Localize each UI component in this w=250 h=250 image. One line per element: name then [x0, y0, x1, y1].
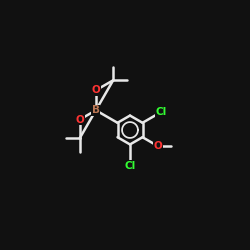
- Text: O: O: [75, 115, 84, 125]
- Text: Cl: Cl: [124, 161, 136, 171]
- Text: B: B: [92, 105, 100, 115]
- Text: O: O: [153, 141, 162, 151]
- Text: Cl: Cl: [155, 107, 166, 117]
- Text: O: O: [92, 85, 100, 95]
